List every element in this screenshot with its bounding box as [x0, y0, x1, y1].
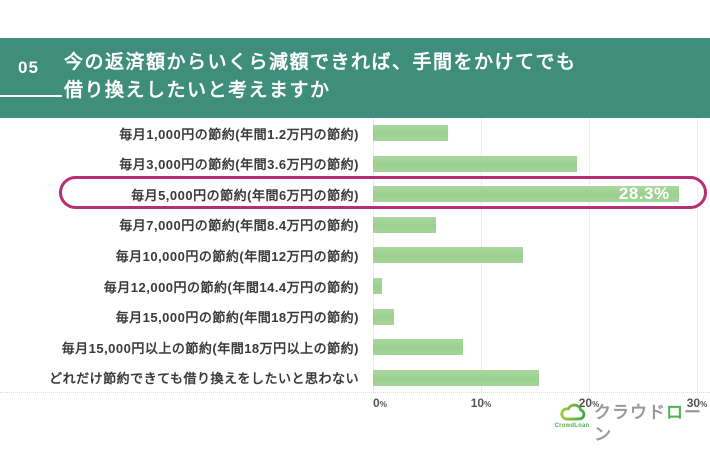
header: 05 今の返済額からいくら減額できれば、手間をかけてでも 借り換えしたいと考えま…: [0, 38, 710, 118]
bar: [373, 278, 382, 294]
brand-name: クラウドローン: [594, 402, 710, 446]
brand-logo: CrowdLoan クラウドローン: [554, 402, 710, 446]
x-axis-tick: 0%: [373, 396, 387, 410]
brand-name-part2: ーン: [594, 403, 702, 444]
bar-row: 毎月15,000円の節約(年間18万円の節約): [0, 301, 710, 332]
bar: [373, 247, 524, 264]
bar-row: どれだけ節約できても借り換えをしたいと思わない: [0, 362, 710, 393]
x-axis-tick: 30%: [686, 396, 708, 410]
page-title: 今の返済額からいくら減額できれば、手間をかけてでも 借り換えしたいと考えますか: [64, 49, 577, 105]
page-title-line2: 借り換えしたいと考えますか: [64, 80, 331, 101]
bar-row: 毎月15,000円以上の節約(年間18万円以上の節約): [0, 332, 710, 363]
bar-row-label: 毎月15,000円以上の節約(年間18万円以上の節約): [61, 340, 359, 356]
brand-name-part1: クラウド: [594, 403, 666, 422]
brand-subtext: CrowdLoan: [554, 423, 590, 429]
gridline: [589, 118, 590, 393]
chart-rows: 毎月1,000円の節約(年間1.2万円の節約) 毎月3,000円の節約(年間3.6…: [0, 118, 710, 393]
bar: 28.3%: [373, 184, 679, 204]
bar-row-label: 毎月12,000円の節約(年間14.4万円の節約): [103, 279, 359, 295]
bar: [373, 339, 463, 356]
bar: [373, 216, 436, 233]
bar-row: 毎月7,000円の節約(年間8.4万円の節約): [0, 210, 710, 241]
bar-row-label: 毎月15,000円の節約(年間18万円の節約): [115, 310, 359, 326]
bar-row-label: 毎月7,000円の節約(年間8.4万円の節約): [119, 218, 359, 234]
bar-chart: 毎月1,000円の節約(年間1.2万円の節約) 毎月3,000円の節約(年間3.6…: [0, 118, 710, 393]
bar-row-label: 毎月5,000円の節約(年間6万円の節約): [131, 187, 359, 203]
brand-name-ro: ロ: [666, 403, 684, 422]
bar-row-label: 毎月1,000円の節約(年間1.2万円の節約): [119, 126, 359, 142]
question-number-underline: [0, 95, 62, 97]
bar-row-label: どれだけ節約できても借り換えをしたいと思わない: [49, 371, 359, 387]
chart-baseline: [0, 392, 710, 393]
bar-row-label: 毎月3,000円の節約(年間3.6万円の節約): [119, 157, 359, 173]
x-axis-tick: 10%: [470, 396, 492, 410]
bar-value-label: 28.3%: [618, 184, 670, 204]
bar: [373, 125, 448, 142]
bar: [373, 369, 540, 386]
x-axis-tick: 20%: [578, 396, 600, 410]
bar: [373, 155, 578, 172]
cloud-icon: [560, 403, 586, 421]
bar-row: 毎月10,000円の節約(年間12万円の節約): [0, 240, 710, 271]
page-title-line1: 今の返済額からいくら減額できれば、手間をかけてでも: [64, 52, 577, 73]
bar-row: 毎月12,000円の節約(年間14.4万円の節約): [0, 271, 710, 302]
cloud-logo-wrap: CrowdLoan: [554, 402, 590, 429]
bar-row: 毎月3,000円の節約(年間3.6万円の節約): [0, 149, 710, 180]
question-number: 05: [18, 58, 39, 77]
gridline: [697, 118, 698, 393]
x-axis: 0% 10% 20% 30%: [373, 396, 707, 414]
bar-row: 毎月5,000円の節約(年間6万円の節約) 28.3%: [0, 179, 710, 210]
bar: [373, 308, 394, 325]
bar-row-label: 毎月10,000円の節約(年間12万円の節約): [115, 248, 359, 264]
bar-row: 毎月1,000円の節約(年間1.2万円の節約): [0, 118, 710, 149]
